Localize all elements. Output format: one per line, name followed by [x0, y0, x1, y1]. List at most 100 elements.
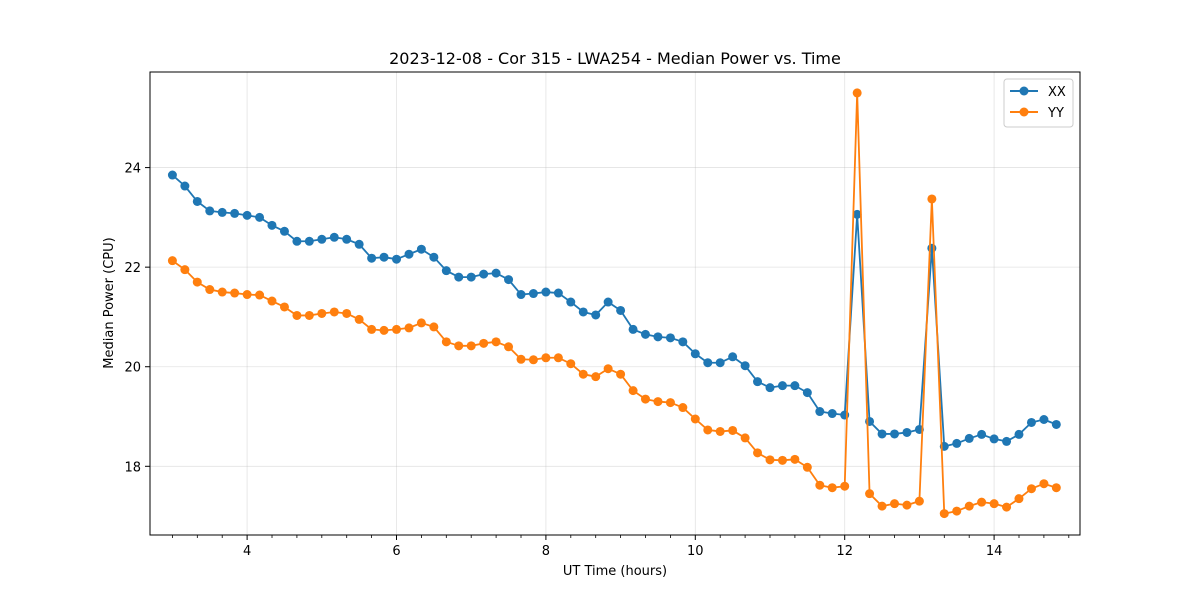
- data-point-xx: [491, 268, 501, 278]
- data-point-xx: [230, 208, 240, 218]
- data-point-yy: [1002, 502, 1012, 512]
- data-point-xx: [192, 196, 202, 206]
- data-point-yy: [765, 455, 775, 465]
- data-point-yy: [902, 500, 912, 510]
- data-point-yy: [441, 337, 451, 347]
- data-point-yy: [342, 308, 352, 318]
- data-point-xx: [690, 349, 700, 359]
- data-point-yy: [1051, 483, 1061, 493]
- data-point-yy: [292, 310, 302, 320]
- data-point-yy: [354, 314, 364, 324]
- data-point-yy: [392, 324, 402, 334]
- data-point-yy: [180, 265, 190, 275]
- data-point-yy: [815, 480, 825, 490]
- data-point-yy: [279, 302, 289, 312]
- legend: XX YY: [1003, 78, 1074, 128]
- data-point-yy: [603, 364, 613, 374]
- data-point-yy: [267, 296, 277, 306]
- data-point-yy: [479, 338, 489, 348]
- x-tick-label: 14: [986, 544, 1003, 559]
- data-point-xx: [1051, 419, 1061, 429]
- data-point-yy: [541, 353, 551, 363]
- data-point-xx: [740, 361, 750, 371]
- data-point-yy: [192, 277, 202, 287]
- data-point-yy: [715, 426, 725, 436]
- data-point-yy: [429, 322, 439, 332]
- data-point-yy: [553, 353, 563, 363]
- data-point-xx: [392, 254, 402, 264]
- data-point-xx: [292, 236, 302, 246]
- data-point-xx: [591, 310, 601, 320]
- data-point-yy: [591, 372, 601, 382]
- data-point-xx: [217, 207, 227, 217]
- data-point-yy: [977, 497, 987, 507]
- data-point-xx: [616, 305, 626, 315]
- data-point-xx: [802, 388, 812, 398]
- data-point-xx: [765, 383, 775, 393]
- data-point-xx: [728, 352, 738, 362]
- data-point-yy: [1039, 479, 1049, 489]
- data-point-xx: [653, 332, 663, 342]
- data-point-yy: [753, 448, 763, 458]
- data-point-xx: [304, 236, 314, 246]
- data-point-xx: [777, 381, 787, 391]
- data-point-yy: [242, 290, 252, 300]
- data-point-xx: [516, 290, 526, 300]
- data-point-yy: [367, 324, 377, 334]
- grid: [150, 72, 1080, 535]
- data-point-yy: [690, 414, 700, 424]
- x-axis-label: UT Time (hours): [563, 564, 667, 579]
- data-point-yy: [504, 342, 514, 352]
- data-point-yy: [317, 308, 327, 318]
- data-point-xx: [255, 212, 265, 222]
- data-point-yy: [914, 496, 924, 506]
- data-point-yy: [939, 509, 949, 519]
- data-point-xx: [504, 275, 514, 285]
- data-point-xx: [890, 429, 900, 439]
- data-point-xx: [167, 170, 177, 180]
- data-point-xx: [790, 381, 800, 391]
- data-point-xx: [541, 287, 551, 297]
- data-point-yy: [217, 287, 227, 297]
- data-point-xx: [952, 438, 962, 448]
- data-point-yy: [1026, 484, 1036, 494]
- data-point-yy: [1014, 494, 1024, 504]
- legend-marker-yy: [1019, 107, 1029, 117]
- legend-label-xx: XX: [1048, 85, 1066, 100]
- y-tick-label: 20: [124, 361, 141, 376]
- data-point-yy: [640, 394, 650, 404]
- data-point-yy: [802, 462, 812, 472]
- data-point-xx: [678, 337, 688, 347]
- data-point-xx: [205, 206, 215, 216]
- data-point-xx: [964, 433, 974, 443]
- data-point-xx: [404, 249, 414, 259]
- data-point-xx: [317, 234, 327, 244]
- data-point-yy: [740, 433, 750, 443]
- data-point-xx: [429, 252, 439, 262]
- data-point-yy: [665, 398, 675, 408]
- data-point-xx: [877, 429, 887, 439]
- data-point-xx: [242, 210, 252, 220]
- data-point-yy: [255, 290, 265, 300]
- data-point-yy: [964, 501, 974, 511]
- data-point-xx: [416, 244, 426, 254]
- data-point-xx: [753, 377, 763, 387]
- ticks: 4 6 8 10 12 14 18 20 22 24: [124, 162, 1070, 559]
- data-point-yy: [865, 489, 875, 499]
- data-point-xx: [578, 307, 588, 317]
- data-point-xx: [1026, 417, 1036, 427]
- series-layer: [167, 88, 1061, 519]
- data-point-yy: [416, 318, 426, 328]
- x-tick-label: 6: [392, 544, 400, 559]
- data-point-yy: [877, 501, 887, 511]
- data-point-xx: [329, 232, 339, 242]
- data-point-xx: [1039, 415, 1049, 424]
- data-point-xx: [628, 324, 638, 334]
- data-point-xx: [665, 333, 675, 343]
- series-yy: [167, 88, 1061, 519]
- data-point-xx: [454, 272, 464, 282]
- x-tick-label: 8: [542, 544, 550, 559]
- data-point-yy: [840, 481, 850, 491]
